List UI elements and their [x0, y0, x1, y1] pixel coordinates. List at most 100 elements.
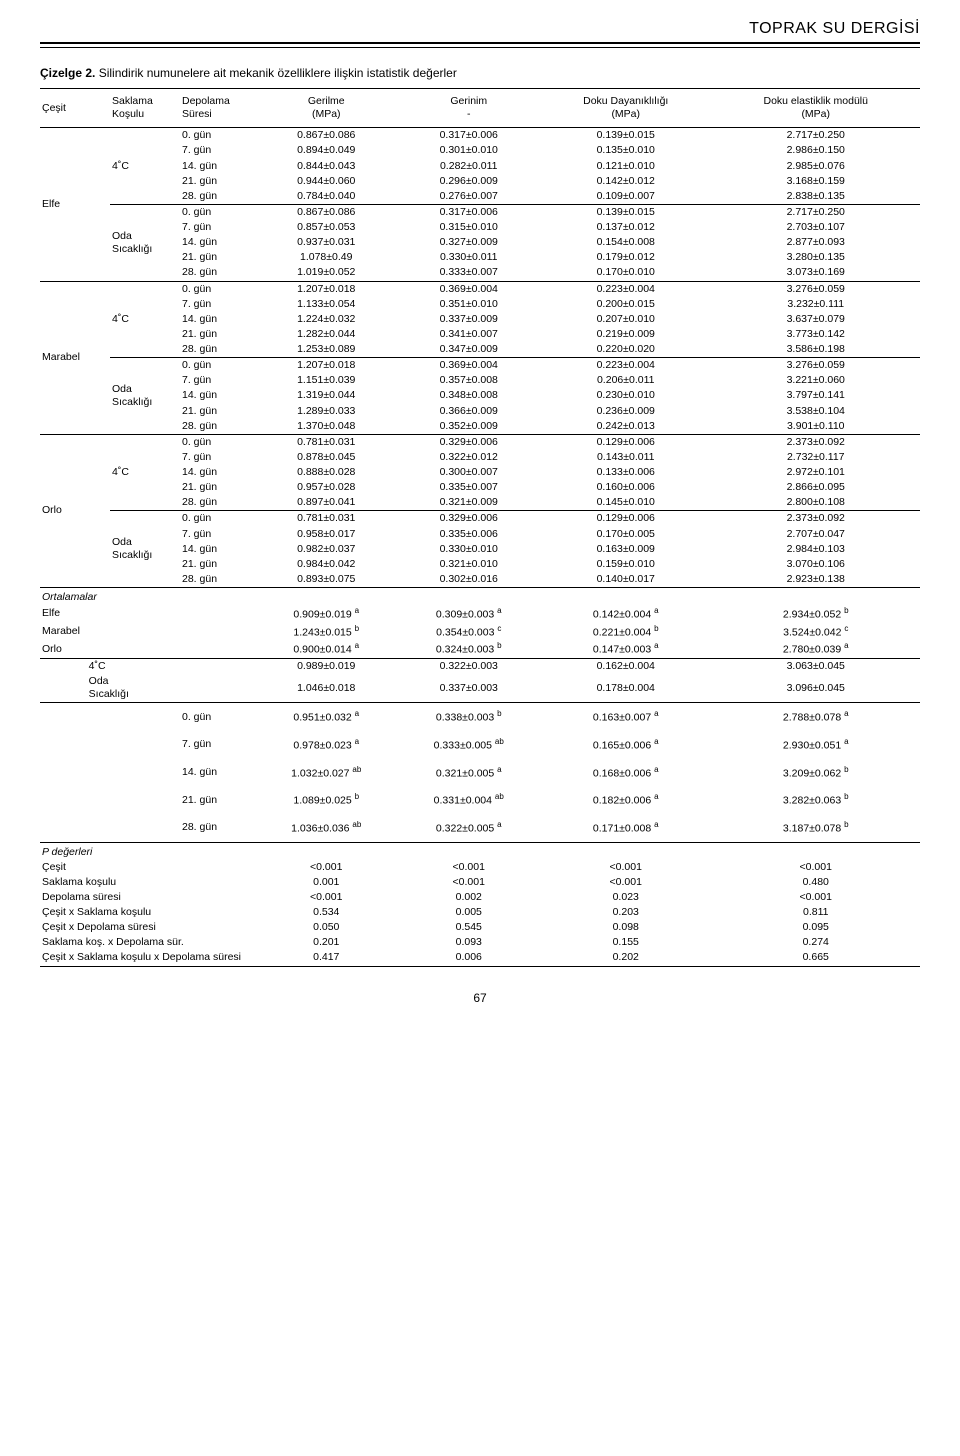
journal-title: TOPRAK SU DERGİSİ: [40, 20, 920, 44]
value-cell: 0.322±0.005 a: [398, 814, 541, 842]
value-cell: 0.369±0.004: [398, 358, 541, 374]
table-row: OdaSıcaklığı0. gün1.207±0.0180.369±0.004…: [40, 358, 920, 374]
col-sure: DepolamaSüresi: [180, 89, 255, 128]
value-cell: 0.170±0.010: [540, 265, 711, 281]
value-cell: 3.070±0.106: [711, 557, 920, 572]
value-cell: 0.095: [711, 920, 920, 935]
value-cell: 0.223±0.004: [540, 358, 711, 374]
value-cell: 0.354±0.003 c: [398, 623, 541, 641]
value-cell: 0.309±0.003 a: [398, 605, 541, 623]
value-cell: 0.165±0.006 a: [540, 731, 711, 759]
value-cell: 0.182±0.006 a: [540, 786, 711, 814]
value-cell: 0.109±0.007: [540, 189, 711, 205]
value-cell: 3.096±0.045: [711, 674, 920, 703]
value-cell: 3.282±0.063 b: [711, 786, 920, 814]
value-cell: 0.781±0.031: [255, 511, 398, 527]
day-label: 14. gün: [180, 759, 255, 787]
value-cell: 2.732±0.117: [711, 450, 920, 465]
value-cell: 0.545: [398, 920, 541, 935]
value-cell: 1.046±0.018: [255, 674, 398, 703]
value-cell: 0.347±0.009: [398, 342, 541, 358]
value-cell: 0.162±0.004: [540, 659, 711, 674]
value-cell: 0.781±0.031: [255, 434, 398, 450]
value-cell: 2.985±0.076: [711, 159, 920, 174]
value-cell: 0.023: [540, 890, 711, 905]
value-cell: 0.300±0.007: [398, 465, 541, 480]
value-cell: 3.232±0.111: [711, 297, 920, 312]
value-cell: 0.005: [398, 905, 541, 920]
p-row-label: Çeşit x Depolama süresi: [40, 920, 255, 935]
value-cell: 1.207±0.018: [255, 281, 398, 297]
table-row: Depolama süresi<0.0010.0020.023<0.001: [40, 890, 920, 905]
value-cell: 0.178±0.004: [540, 674, 711, 703]
value-cell: 0.274: [711, 935, 920, 950]
value-cell: 1.253±0.089: [255, 342, 398, 358]
value-cell: 0.147±0.003 a: [540, 640, 711, 658]
value-cell: <0.001: [255, 890, 398, 905]
value-cell: 0.219±0.009: [540, 327, 711, 342]
value-cell: 0.242±0.013: [540, 419, 711, 435]
value-cell: 0.984±0.042: [255, 557, 398, 572]
value-cell: 0.098: [540, 920, 711, 935]
value-cell: 1.151±0.039: [255, 373, 398, 388]
value-cell: 1.282±0.044: [255, 327, 398, 342]
day-label: 7. gün: [180, 373, 255, 388]
col-cesit: Çeşit: [40, 89, 110, 128]
value-cell: 0.333±0.005 ab: [398, 731, 541, 759]
table-row: 0. gün0.951±0.032 a0.338±0.003 b0.163±0.…: [40, 703, 920, 731]
table-row: Elfe0.909±0.019 a0.309±0.003 a0.142±0.00…: [40, 605, 920, 623]
day-label: 21. gün: [180, 786, 255, 814]
p-values-label: P değerleri: [40, 843, 920, 860]
table-row: 14. gün1.032±0.027 ab0.321±0.005 a0.168±…: [40, 759, 920, 787]
condition-label: OdaSıcaklığı: [110, 358, 180, 435]
value-cell: 1.019±0.052: [255, 265, 398, 281]
day-label: 7. gün: [180, 450, 255, 465]
value-cell: 0.321±0.005 a: [398, 759, 541, 787]
value-cell: 0.937±0.031: [255, 235, 398, 250]
value-cell: 0.958±0.017: [255, 527, 398, 542]
day-label: 14. gün: [180, 388, 255, 403]
p-row-label: Çeşit x Saklama koşulu: [40, 905, 255, 920]
value-cell: 1.078±0.49: [255, 250, 398, 265]
day-label: 0. gün: [180, 281, 255, 297]
condition-label: 4˚C: [110, 281, 180, 358]
value-cell: 0.317±0.006: [398, 204, 541, 220]
value-cell: 0.168±0.006 a: [540, 759, 711, 787]
day-label: 14. gün: [180, 235, 255, 250]
table-row: OdaSıcaklığı0. gün0.781±0.0310.329±0.006…: [40, 511, 920, 527]
value-cell: 0.143±0.011: [540, 450, 711, 465]
value-cell: 2.984±0.103: [711, 542, 920, 557]
value-cell: 0.001: [255, 875, 398, 890]
value-cell: 0.155: [540, 935, 711, 950]
table-row: Çeşit x Depolama süresi0.0500.5450.0980.…: [40, 920, 920, 935]
value-cell: 0.200±0.015: [540, 297, 711, 312]
value-cell: 0.133±0.006: [540, 465, 711, 480]
value-cell: 0.137±0.012: [540, 220, 711, 235]
value-cell: 1.036±0.036 ab: [255, 814, 398, 842]
value-cell: 0.337±0.009: [398, 312, 541, 327]
value-cell: 0.989±0.019: [255, 659, 398, 674]
table-row: Orlo0.900±0.014 a0.324±0.003 b0.147±0.00…: [40, 640, 920, 658]
p-row-label: Çeşit x Saklama koşulu x Depolama süresi: [40, 950, 255, 966]
day-label: 7. gün: [180, 527, 255, 542]
value-cell: 2.800±0.108: [711, 495, 920, 511]
value-cell: 0.135±0.010: [540, 143, 711, 158]
value-cell: 0.050: [255, 920, 398, 935]
value-cell: 0.159±0.010: [540, 557, 711, 572]
day-label: 21. gün: [180, 327, 255, 342]
value-cell: 3.221±0.060: [711, 373, 920, 388]
day-label: 28. gün: [180, 814, 255, 842]
value-cell: <0.001: [398, 875, 541, 890]
section-label-row: P değerleri: [40, 843, 920, 860]
table-row: Oda Sıcaklığı1.046±0.0180.337±0.0030.178…: [40, 674, 920, 703]
value-cell: 0.282±0.011: [398, 159, 541, 174]
value-cell: 3.063±0.045: [711, 659, 920, 674]
day-label: 0. gün: [180, 703, 255, 731]
value-cell: 3.276±0.059: [711, 358, 920, 374]
value-cell: 2.780±0.039 a: [711, 640, 920, 658]
value-cell: 0.867±0.086: [255, 128, 398, 144]
value-cell: 1.319±0.044: [255, 388, 398, 403]
value-cell: <0.001: [540, 860, 711, 875]
day-label: 28. gün: [180, 419, 255, 435]
value-cell: 0.276±0.007: [398, 189, 541, 205]
